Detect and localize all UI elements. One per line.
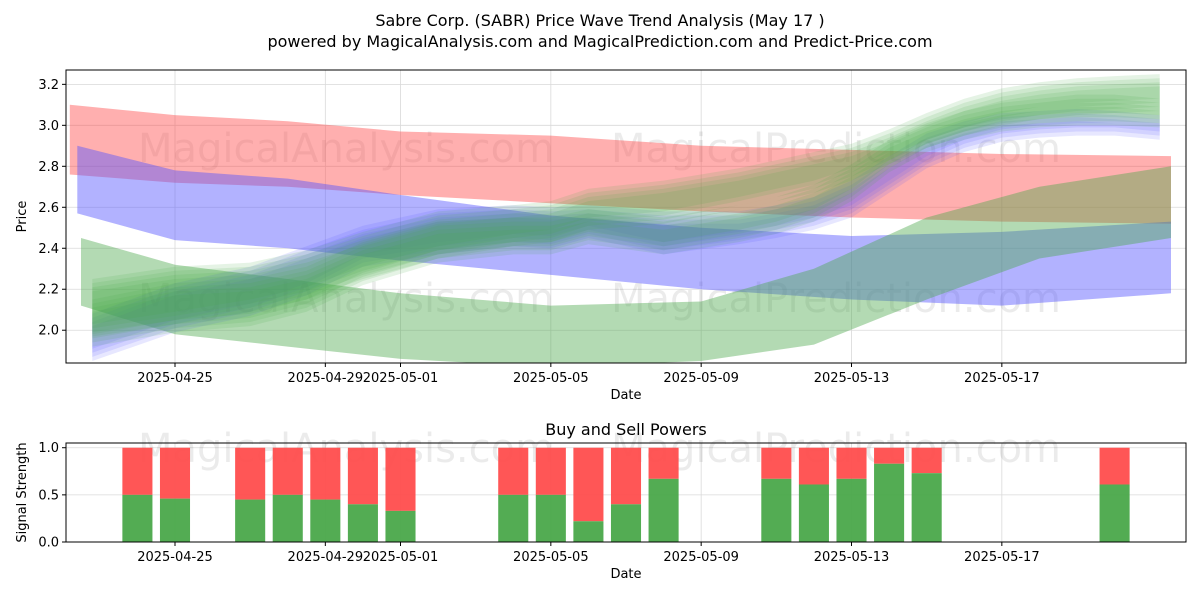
blue-wave-band — [92, 121, 1160, 361]
sell-power-bar — [235, 447, 266, 500]
price-plot: MagicalAnalysis.com MagicalPrediction.com… — [15, 69, 1187, 403]
sell-power-bar — [498, 447, 529, 495]
red-trend-band — [69, 104, 1171, 224]
watermark-text: MagicalPrediction.com — [611, 126, 1061, 172]
blue-wave-band — [92, 113, 1160, 353]
blue-wave-band — [92, 117, 1160, 357]
watermark-text: MagicalAnalysis.com — [138, 426, 554, 472]
watermark-text: MagicalPrediction.com — [611, 426, 1061, 472]
sell-power-bar — [310, 447, 341, 500]
sell-power-bar — [385, 447, 416, 511]
y-tick-label: 2.8 — [38, 160, 59, 175]
x-tick-label: 2025-05-05 — [513, 371, 589, 386]
x-axis-label: Date — [610, 388, 641, 403]
y-tick-label: 0.0 — [38, 536, 59, 551]
buy-power-bar — [310, 499, 341, 542]
buy-power-bar — [498, 494, 529, 542]
buy-power-bar — [911, 473, 942, 542]
sell-power-bar — [159, 447, 191, 499]
watermark-text: MagicalAnalysis.com — [138, 126, 554, 172]
green-wave-band — [92, 82, 1160, 333]
green-wave-band — [92, 86, 1160, 337]
green-wave-band — [92, 74, 1160, 325]
sell-power-bar — [347, 447, 378, 505]
x-axis-label: Date — [610, 567, 641, 582]
y-tick-label: 3.2 — [38, 78, 59, 93]
blue-trend-band — [77, 145, 1171, 306]
price-area: MagicalAnalysis.com MagicalPrediction.com… — [69, 74, 1171, 363]
x-tick-label: 2025-05-17 — [964, 550, 1040, 565]
y-axis-label: Signal Strength — [15, 442, 30, 542]
x-tick-label: 2025-04-25 — [137, 550, 213, 565]
y-tick-label: 2.2 — [38, 283, 59, 298]
x-tick-label: 2025-04-25 — [137, 371, 213, 386]
buy-power-bar — [836, 478, 867, 542]
x-tick-label: 2025-05-09 — [663, 371, 739, 386]
buy-power-bar — [610, 504, 642, 542]
buy-power-bar — [385, 510, 416, 542]
sell-power-bar — [610, 447, 642, 505]
plot-frame — [65, 69, 1187, 364]
y-tick-label: 1.0 — [38, 441, 59, 456]
sell-power-bar — [836, 447, 867, 479]
sell-power-bar — [798, 447, 829, 485]
watermark-text: MagicalAnalysis.com — [138, 276, 554, 322]
chart-subtitle: powered by MagicalAnalysis.com and Magic… — [267, 32, 932, 51]
x-tick-label: 2025-04-29 — [288, 371, 364, 386]
buy-power-bar — [122, 494, 153, 542]
buy-power-bar — [761, 478, 792, 542]
plot-frame — [65, 442, 1187, 543]
y-axis-label: Price — [15, 201, 30, 233]
green-wave-band — [92, 94, 1160, 335]
signal-plot-title: Buy and Sell Powers — [545, 420, 707, 439]
buy-power-bar — [874, 463, 905, 542]
green-wave-band — [92, 98, 1160, 339]
x-tick-label: 2025-05-13 — [814, 371, 890, 386]
buy-power-bar — [272, 494, 303, 542]
green-wave-band — [92, 78, 1160, 329]
buy-power-bar — [159, 498, 191, 542]
buy-power-bar — [535, 494, 566, 542]
sell-power-bar — [535, 447, 566, 495]
sell-power-bar — [1099, 447, 1130, 485]
grid-lines — [66, 70, 1186, 363]
green-wave-band — [92, 102, 1160, 343]
sell-power-bar — [648, 447, 679, 479]
buy-power-bar — [648, 478, 679, 542]
x-tick-label: 2025-05-17 — [964, 371, 1040, 386]
x-tick-label: 2025-04-29 — [288, 550, 364, 565]
sell-power-bar — [573, 447, 604, 522]
sell-power-bar — [911, 447, 942, 474]
x-tick-label: 2025-05-09 — [663, 550, 739, 565]
sell-power-bar — [272, 447, 303, 495]
y-tick-label: 2.6 — [38, 201, 59, 216]
y-tick-label: 0.5 — [38, 488, 59, 503]
watermark-text: MagicalPrediction.com — [611, 276, 1061, 322]
sell-power-bar — [874, 447, 905, 464]
green-trend-band — [81, 166, 1171, 363]
buy-power-bar — [798, 484, 829, 542]
buy-power-bar — [347, 504, 378, 542]
y-tick-label: 2.0 — [38, 324, 59, 339]
sell-power-bar — [761, 447, 792, 479]
green-wave-band — [92, 106, 1160, 347]
x-tick-label: 2025-05-01 — [363, 550, 439, 565]
blue-wave-band — [92, 108, 1160, 349]
sell-power-bar — [122, 447, 153, 495]
x-tick-label: 2025-05-13 — [814, 550, 890, 565]
buy-power-bar — [573, 521, 604, 542]
buy-power-bar — [1099, 484, 1130, 542]
x-tick-label: 2025-05-01 — [363, 371, 439, 386]
buy-power-bar — [235, 499, 266, 542]
y-tick-label: 2.4 — [38, 242, 59, 257]
chart-title: Sabre Corp. (SABR) Price Wave Trend Anal… — [375, 11, 824, 30]
x-tick-label: 2025-05-05 — [513, 550, 589, 565]
y-tick-label: 3.0 — [38, 119, 59, 134]
